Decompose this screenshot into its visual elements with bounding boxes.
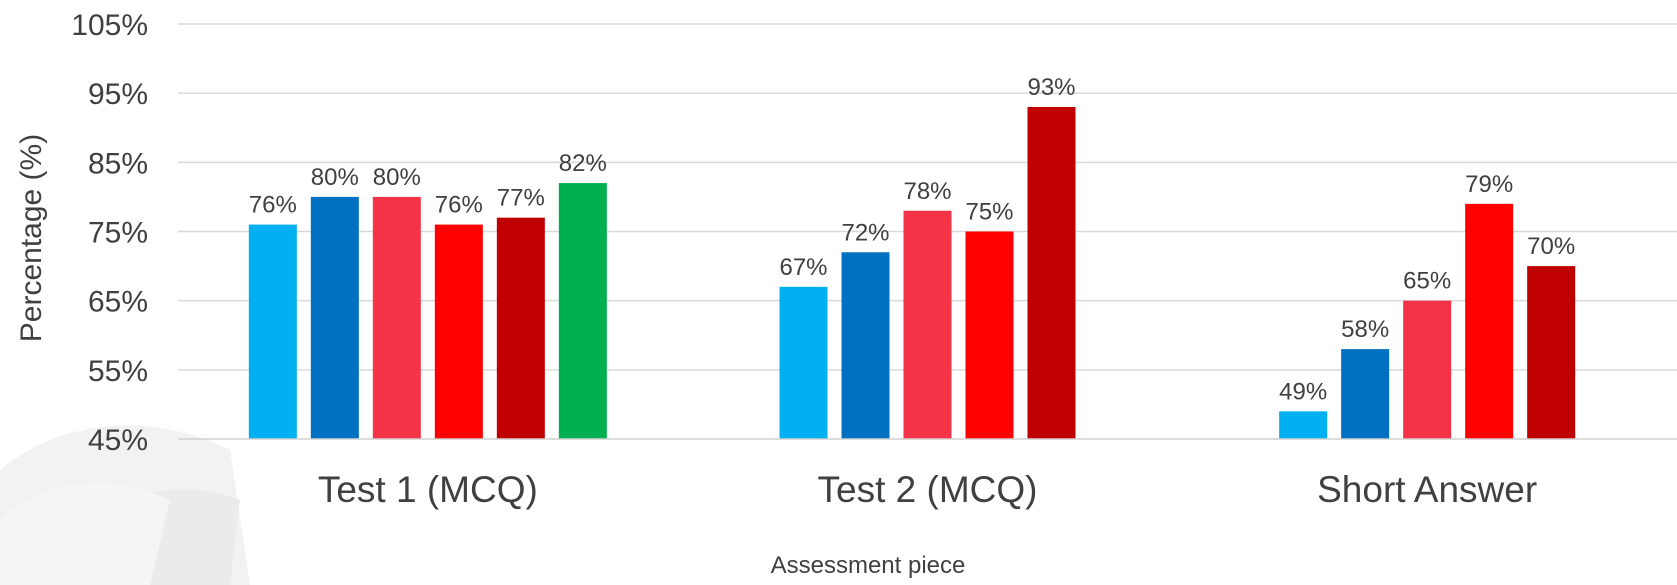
- bar: [1341, 349, 1390, 439]
- bar: [496, 217, 545, 439]
- data-label: 82%: [559, 150, 607, 177]
- data-label: 49%: [1279, 378, 1327, 405]
- data-label: 67%: [779, 254, 827, 281]
- x-axis-title: Assessment piece: [771, 552, 966, 579]
- data-label: 77%: [497, 185, 545, 212]
- data-label: 93%: [1027, 74, 1075, 101]
- y-tick-label: 85%: [88, 147, 148, 180]
- data-label: 80%: [373, 164, 421, 191]
- bar: [903, 210, 952, 439]
- bars: [248, 107, 1576, 439]
- data-label: 76%: [435, 192, 483, 219]
- y-axis-ticks: 45% 55% 65% 75% 85% 95% 105%: [71, 9, 148, 457]
- bar: [248, 224, 297, 439]
- y-tick-label: 95%: [88, 78, 148, 111]
- x-category-label: Test 2 (MCQ): [818, 469, 1038, 510]
- bar: [1279, 411, 1328, 439]
- data-label: 78%: [903, 178, 951, 205]
- data-labels: 76% 80% 80% 76% 77% 82% 67% 72% 78% 75% 93% 49% 58% 6…: [249, 74, 1575, 405]
- data-label: 75%: [965, 199, 1013, 226]
- y-tick-label: 55%: [88, 355, 148, 388]
- data-label: 72%: [841, 219, 889, 246]
- bar: [558, 183, 607, 439]
- y-tick-label: 75%: [88, 217, 148, 250]
- data-label: 58%: [1341, 316, 1389, 343]
- data-label: 80%: [311, 164, 359, 191]
- x-category-label: Test 1 (MCQ): [318, 469, 538, 510]
- bar: [1527, 266, 1576, 439]
- y-tick-label: 45%: [88, 424, 148, 457]
- bar: [434, 224, 483, 439]
- bar: [1027, 107, 1076, 439]
- data-label: 65%: [1403, 268, 1451, 295]
- x-axis-categories: Test 1 (MCQ) Test 2 (MCQ) Short Answer: [318, 469, 1537, 510]
- data-label: 79%: [1465, 171, 1513, 198]
- data-label: 70%: [1527, 233, 1575, 260]
- bar: [310, 196, 359, 439]
- data-label: 76%: [249, 192, 297, 219]
- y-tick-label: 65%: [88, 286, 148, 319]
- watermark-swirl: [0, 425, 250, 585]
- bar: [841, 252, 890, 439]
- bar: [372, 196, 421, 439]
- y-axis-title: Percentage (%): [15, 134, 48, 342]
- bar: [779, 286, 828, 439]
- y-tick-label: 105%: [71, 9, 148, 42]
- bar: [965, 231, 1014, 439]
- bar: [1465, 203, 1514, 439]
- x-category-label: Short Answer: [1317, 469, 1537, 510]
- bar: [1403, 300, 1452, 439]
